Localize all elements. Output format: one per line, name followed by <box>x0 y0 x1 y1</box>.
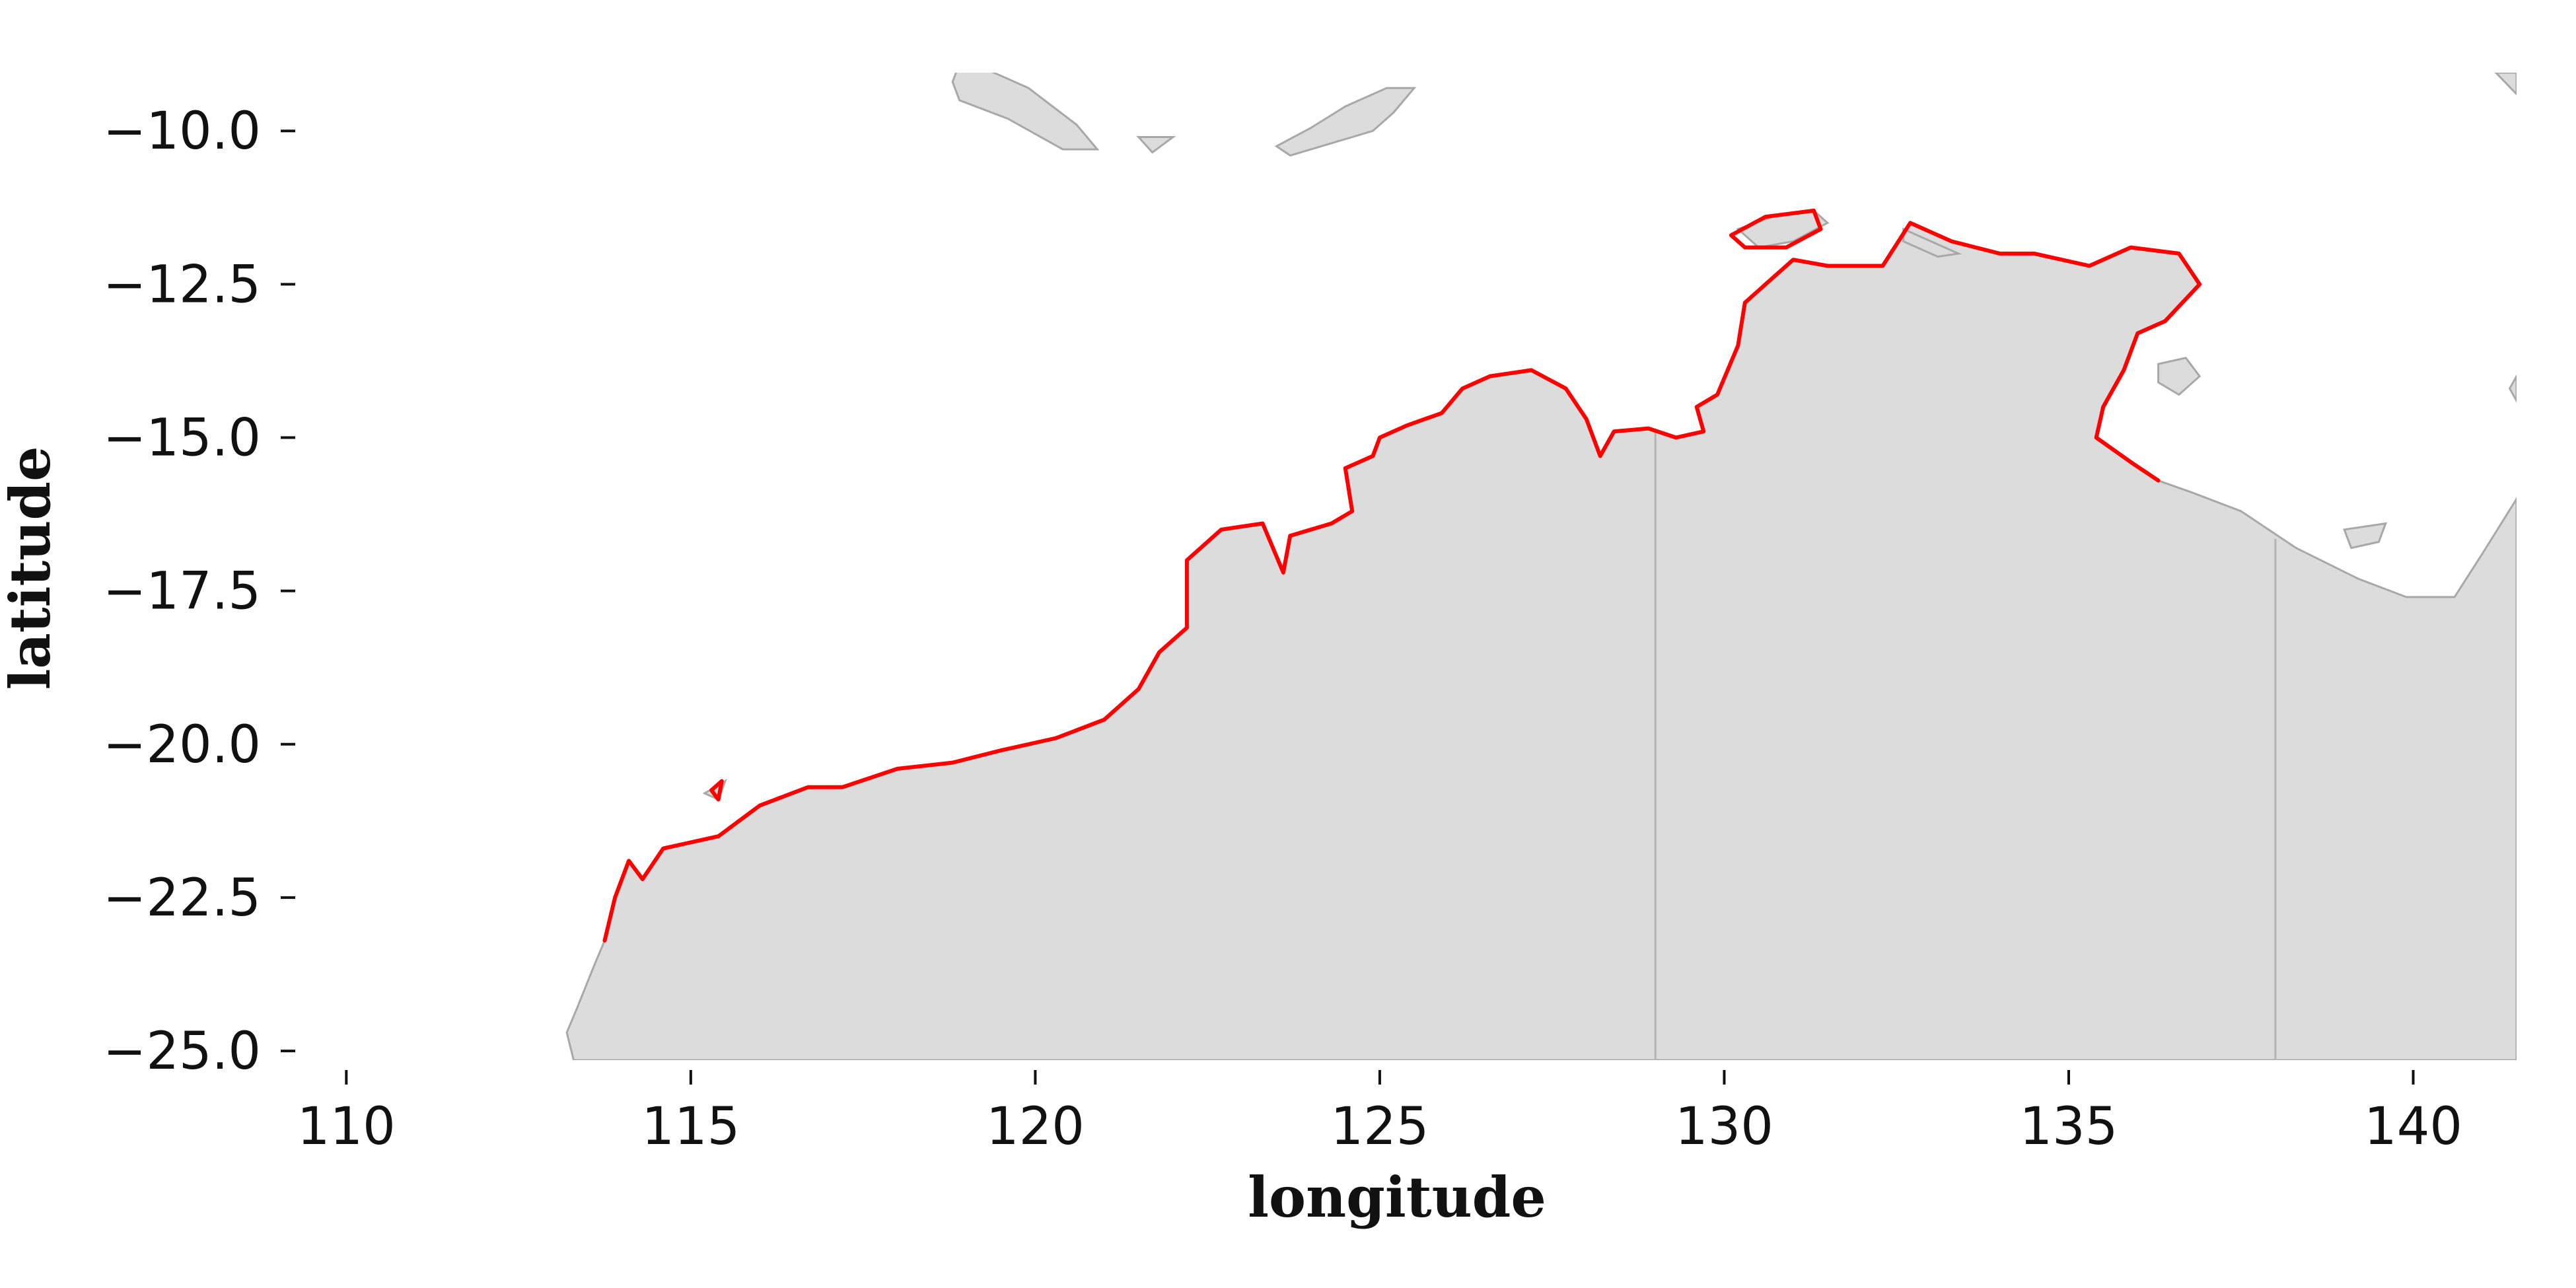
y-tick-label: −15.0 <box>103 409 261 468</box>
y-tick-label: −22.5 <box>103 869 261 928</box>
island <box>2343 522 2388 550</box>
x-tick-label: 110 <box>297 1097 396 1157</box>
island <box>1274 87 1417 157</box>
map-layer <box>565 73 2517 1060</box>
y-tick-label: −20.0 <box>103 715 261 775</box>
highlighted-coastline <box>602 221 2202 943</box>
x-axis-label: longitude <box>1248 1164 1546 1230</box>
x-tick-label: 140 <box>2364 1097 2462 1157</box>
island <box>951 73 1100 151</box>
y-tick-label: −25.0 <box>103 1022 261 1081</box>
x-tick-label: 120 <box>986 1097 1085 1157</box>
highlighted-island-outline <box>1729 208 1823 250</box>
map-geometry <box>565 73 2517 1060</box>
axis-layer: 110 115 120 125 130 135 140 −10.0 −12.5 −15.0 −17.… <box>103 102 2462 1157</box>
y-tick-label: −17.5 <box>103 562 261 622</box>
mainland-landmass <box>565 221 2517 1060</box>
highlighted-island-outline <box>709 779 724 802</box>
island <box>2508 374 2517 403</box>
x-tick-label: 135 <box>2020 1097 2118 1157</box>
y-tick-label: −10.0 <box>103 102 261 161</box>
x-tick-label: 125 <box>1330 1097 1429 1157</box>
y-tick-label: −12.5 <box>103 255 261 314</box>
x-tick-label: 130 <box>1675 1097 1773 1157</box>
island <box>1136 136 1176 154</box>
island <box>2494 73 2517 96</box>
island <box>1902 227 1962 258</box>
y-axis-label: latitude <box>0 446 63 690</box>
island <box>2157 357 2201 396</box>
x-tick-label: 115 <box>641 1097 740 1157</box>
